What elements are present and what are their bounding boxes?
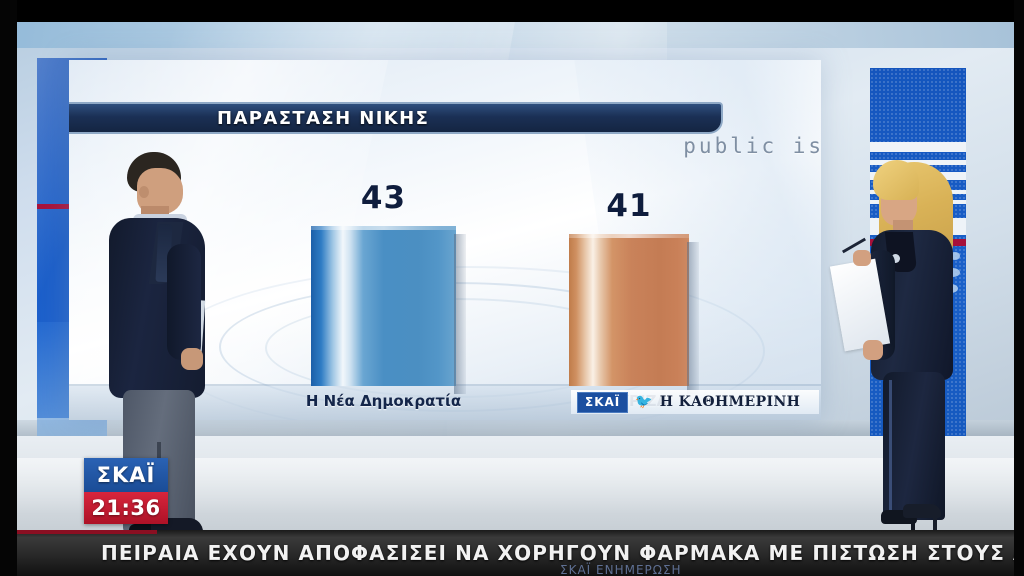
bar-group-syriza: 41 Ο ΣΥΡΙΖΑ [569,188,699,410]
bar-syriza [569,234,699,394]
graphic-title-bar [69,102,723,134]
presenter-hand [853,250,871,266]
page-title: ΠΑΡΑΣΤΑΣΗ ΝΙΚΗΣ [217,108,430,129]
kathimerini-label: Η ΚΑΘΗΜΕΡΙΝΗ [659,394,801,410]
guest-hand [181,348,203,370]
poll-chart-graphic: ΠΑΡΑΣΤΑΣΗ ΝΙΚΗΣ public issue 43 Η Νέα Δη… [69,60,821,420]
presenter-shoe [903,504,941,518]
bar-drop-shadow [454,234,466,394]
news-ticker: ΠΕΙΡΑΙΑ ΕΧΟΥΝ ΑΠΟΦΑΣΙΣΕΙ ΝΑ ΧΟΡΗΓΟΥΝ ΦΑΡ… [17,530,1024,576]
guest-arm [167,244,201,360]
presenter-trouser-seam [889,380,892,516]
bar-top-highlight [569,234,689,238]
bird-icon: 🐦 [635,394,653,410]
chart-source-attribution: ΣΚΑΪ 🐦 Η ΚΑΘΗΜΕΡΙΝΗ [571,390,819,414]
bar-value-label: 43 [360,180,407,216]
presenter-shoe-heel [933,512,937,536]
guest-ear [139,186,149,198]
letterbox-top [0,0,1024,22]
presenter-shoe-heel [911,518,915,540]
bar-group-nea-dimokratia: 43 Η Νέα Δημοκρατία [306,180,466,410]
presenter-hair-front [873,160,919,200]
letterbox-left [0,0,17,576]
studio-wall-ledge [17,420,1014,436]
right-panel-stripe [870,142,966,152]
bar-category-label: Η Νέα Δημοκρατία [305,392,462,410]
skai-logo-badge: ΣΚΑΪ [577,391,629,413]
ticker-headline: ΠΕΙΡΑΙΑ ΕΧΟΥΝ ΑΠΟΦΑΣΙΣΕΙ ΝΑ ΧΟΡΗΓΟΥΝ ΦΑΡ… [101,541,1024,565]
ticker-second-row-text: ΣΚΑΪ ΕΝΗΜΕΡΩΣΗ [560,563,682,576]
right-panel-dot-blob [950,252,960,260]
bar-drop-shadow [687,242,699,394]
bar-nea-dimokratia [311,226,466,394]
female-presenter [829,158,979,548]
pollster-logo: public issue [683,134,821,158]
clock-display: 21:36 [84,492,168,524]
presenter-hand [863,340,883,360]
channel-bug: ΣΚΑΪ 21:36 [84,458,168,524]
ticker-accent-stripe [17,530,157,534]
tv-studio-scene: ΠΑΡΑΣΤΑΣΗ ΝΙΚΗΣ public issue 43 Η Νέα Δη… [17,22,1014,576]
presenter-lapel-pin [891,254,900,263]
studio-wall-top-band [17,22,1014,48]
bar-value-label: 41 [606,188,652,224]
presenter-trousers [883,372,945,520]
bar-top-highlight [311,226,456,230]
letterbox-right [1014,0,1024,576]
channel-logo: ΣΚΑΪ [84,458,168,492]
right-panel-dot-blob [946,268,960,277]
